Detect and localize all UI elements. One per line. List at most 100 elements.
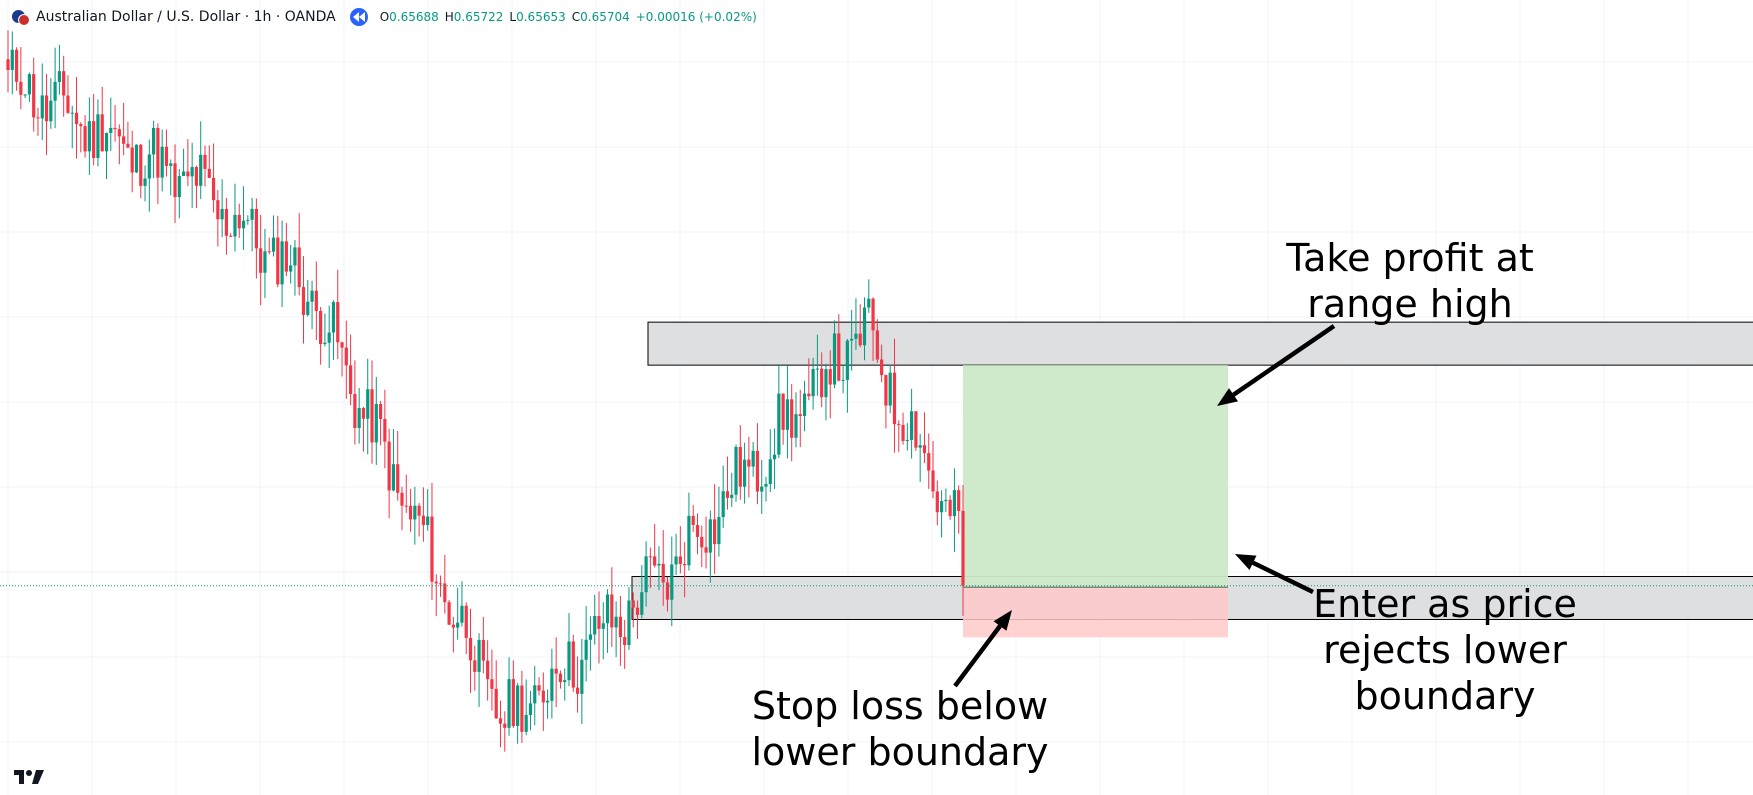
- entry-annotation: Enter as price rejects lower boundary: [1245, 581, 1645, 719]
- candle-body: [190, 167, 194, 177]
- candle-body: [828, 369, 832, 385]
- replay-icon[interactable]: [349, 8, 368, 26]
- candle-body: [935, 491, 939, 513]
- candle: [229, 233, 233, 238]
- candle-body: [104, 132, 109, 152]
- candle: [434, 574, 438, 616]
- candle: [66, 75, 70, 114]
- candle-body: [862, 307, 867, 346]
- candle: [139, 143, 143, 199]
- candle-body: [704, 547, 708, 553]
- candle: [691, 505, 695, 532]
- candle-body: [49, 100, 53, 122]
- candle: [687, 492, 691, 571]
- candle: [361, 406, 366, 452]
- chart-header: Australian Dollar / U.S. Dollar · 1h · O…: [0, 0, 760, 34]
- candle-body: [503, 723, 507, 728]
- candle: [597, 591, 601, 664]
- candle: [631, 592, 635, 628]
- candle: [944, 488, 948, 513]
- candle: [867, 279, 871, 313]
- candle: [742, 442, 747, 504]
- candle: [524, 679, 528, 736]
- candle: [254, 198, 258, 279]
- ohlc-readout: O 0.65688 H 0.65722 L 0.65653 C 0.65704 +0.0…: [380, 10, 757, 24]
- candle: [952, 468, 957, 552]
- candle: [211, 143, 216, 213]
- candle: [790, 384, 794, 462]
- candle: [665, 576, 670, 612]
- candle: [927, 433, 931, 489]
- candle-body: [361, 408, 366, 419]
- candle-body: [408, 505, 413, 520]
- candle-body: [164, 146, 169, 166]
- candle-body: [477, 639, 481, 672]
- candle-body: [674, 556, 678, 565]
- candle-body: [147, 154, 151, 179]
- candle: [323, 313, 327, 347]
- candle: [152, 120, 156, 178]
- candle: [695, 513, 700, 555]
- candle-body: [713, 519, 717, 545]
- candle: [113, 105, 117, 142]
- candle-body: [87, 121, 91, 152]
- candle-body: [126, 143, 130, 148]
- candle-body: [109, 127, 113, 133]
- candle: [147, 139, 151, 212]
- candle: [794, 392, 798, 448]
- candle-body: [130, 147, 134, 173]
- candle-body: [961, 510, 965, 586]
- candle: [74, 77, 79, 159]
- candle: [57, 44, 61, 95]
- candle: [854, 298, 858, 350]
- symbol-title[interactable]: Australian Dollar / U.S. Dollar · 1h · O…: [36, 9, 336, 25]
- candle: [644, 541, 648, 607]
- candle: [349, 334, 353, 406]
- tradingview-logo[interactable]: [14, 768, 46, 791]
- candle-body: [74, 112, 79, 125]
- candle: [781, 393, 785, 445]
- entry-arrow: [1235, 554, 1314, 595]
- candle: [6, 30, 10, 93]
- arrow-shaft: [1251, 560, 1314, 595]
- candle-body: [584, 639, 588, 660]
- candle-body: [169, 163, 173, 166]
- candle: [357, 387, 361, 444]
- candle-body: [901, 424, 905, 441]
- candle: [618, 595, 622, 666]
- arrow-head: [993, 610, 1012, 631]
- candle-body: [918, 445, 922, 448]
- candle: [777, 364, 781, 459]
- candle: [96, 99, 100, 167]
- candle: [931, 441, 935, 499]
- candle-body: [289, 265, 293, 272]
- candle: [443, 554, 447, 614]
- candle-body: [550, 668, 554, 701]
- candle-body: [944, 499, 948, 502]
- candle: [336, 269, 340, 360]
- candle-body: [785, 399, 790, 430]
- candle: [314, 261, 318, 341]
- candle: [100, 86, 104, 152]
- candle-body: [438, 583, 443, 585]
- candle: [713, 484, 717, 574]
- candle-body: [194, 167, 199, 186]
- candle-body: [143, 178, 147, 186]
- candle-body: [683, 563, 687, 566]
- candle: [601, 602, 605, 660]
- candle-body: [177, 175, 181, 198]
- candle-body: [473, 660, 477, 672]
- candle: [914, 411, 918, 451]
- candle-body: [571, 641, 575, 688]
- candle: [888, 364, 892, 414]
- candle: [755, 423, 760, 505]
- candle-body: [374, 404, 378, 443]
- candle-body: [203, 154, 207, 169]
- candle: [558, 670, 563, 689]
- candle-body: [383, 418, 387, 442]
- candle: [194, 165, 199, 209]
- candle-body: [648, 556, 652, 558]
- candle-body: [284, 241, 288, 272]
- candle-body: [507, 679, 511, 728]
